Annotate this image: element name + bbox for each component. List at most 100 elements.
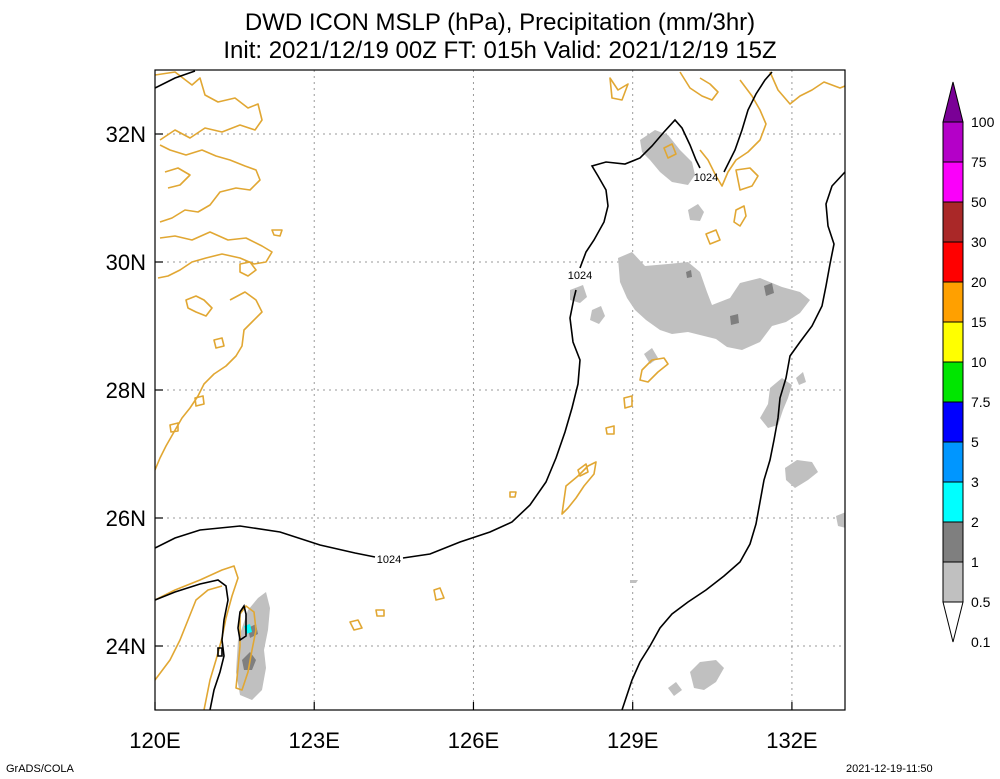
map-subtitle: Init: 2021/12/19 00Z FT: 015h Valid: 202… xyxy=(223,37,777,64)
isobar xyxy=(621,171,845,710)
coastline xyxy=(235,605,257,691)
y-tick-label: 32N xyxy=(106,122,146,147)
coastline xyxy=(155,585,223,681)
isobar xyxy=(155,70,196,89)
coastline xyxy=(699,79,767,187)
axes: 120E 123E 126E 129E 132E 24N 26N 28N 30N 32N xyxy=(106,122,818,753)
colorbar-label: 0.1 xyxy=(971,634,991,650)
coastline xyxy=(769,71,845,105)
precip-area-moderate xyxy=(686,270,692,278)
coastline xyxy=(239,261,257,277)
isobar xyxy=(237,604,247,642)
colorbar-swatch xyxy=(942,121,964,163)
isobar-1024 xyxy=(723,71,773,173)
coastline xyxy=(561,461,597,515)
coastline xyxy=(663,143,677,159)
isobar-1024 xyxy=(579,118,701,269)
isobar-label: 1024 xyxy=(694,172,718,184)
coastline xyxy=(169,422,179,433)
colorbar-swatch xyxy=(942,441,964,483)
x-tick-label: 129E xyxy=(607,728,658,753)
precip-area xyxy=(668,682,682,696)
lat-lon-grid xyxy=(155,70,845,710)
coastline xyxy=(213,337,225,349)
colorbar-label: 30 xyxy=(971,234,987,250)
coastline xyxy=(157,231,273,279)
y-tick-label: 26N xyxy=(106,506,146,531)
colorbar-label: 5 xyxy=(971,434,979,450)
precip-area-moderate xyxy=(764,283,774,296)
coastline xyxy=(155,291,263,471)
coastline xyxy=(733,205,747,227)
coastline xyxy=(155,71,263,141)
colorbar-swatch xyxy=(942,241,964,283)
x-tick-label: 132E xyxy=(766,728,817,753)
colorbar-swatch xyxy=(942,521,964,563)
coastline xyxy=(623,395,633,409)
x-tick-label: 123E xyxy=(289,728,340,753)
footer-credit: GrADS/COLA xyxy=(6,763,74,775)
y-tick-label: 30N xyxy=(106,250,146,275)
precip-area xyxy=(796,372,806,385)
coastline xyxy=(735,167,759,191)
colorbar-label: 10 xyxy=(971,354,987,370)
coastline xyxy=(509,491,517,498)
precip-area xyxy=(760,378,792,428)
isobar-1024 xyxy=(155,525,376,558)
colorbar-label: 75 xyxy=(971,154,987,170)
colorbar-swatch xyxy=(942,401,964,443)
isobar-1024 xyxy=(402,289,581,559)
colorbar-swatch xyxy=(942,561,964,603)
x-tick-label: 126E xyxy=(448,728,499,753)
isobars xyxy=(155,70,845,710)
colorbar-label: 7.5 xyxy=(971,394,991,410)
colorbar-swatch xyxy=(942,281,964,323)
colorbar-swatch xyxy=(942,321,964,363)
coastline xyxy=(639,357,669,383)
isobar-label: 1024 xyxy=(568,270,592,282)
coastline xyxy=(164,167,191,189)
colorbar-label: 15 xyxy=(971,314,987,330)
coastline xyxy=(705,229,721,245)
colorbar-swatch xyxy=(942,201,964,243)
colorbar-label: 50 xyxy=(971,194,987,210)
coastlines xyxy=(155,71,845,710)
colorbar-label: 20 xyxy=(971,274,987,290)
precip-colorbar: 100 75 50 30 20 15 10 7.5 5 3 2 1 0.5 0.1 xyxy=(942,81,995,650)
coastline xyxy=(605,425,615,435)
colorbar-top-arrow xyxy=(942,81,964,123)
colorbar-label: 2 xyxy=(971,514,979,530)
coastline xyxy=(194,395,205,407)
isobar xyxy=(155,579,229,710)
colorbar-swatch xyxy=(942,481,964,523)
coastline xyxy=(609,77,629,101)
map-title: DWD ICON MSLP (hPa), Precipitation (mm/3… xyxy=(244,9,756,36)
precip-area xyxy=(690,660,724,690)
colorbar-label: 3 xyxy=(971,474,979,490)
coastline xyxy=(159,144,261,223)
precip-area xyxy=(590,306,605,324)
isobar-label: 1024 xyxy=(377,554,401,566)
coastline xyxy=(679,71,719,101)
coastline xyxy=(349,619,363,631)
precip-area-moderate xyxy=(242,652,256,670)
precip-area xyxy=(836,512,845,528)
colorbar-label: 1 xyxy=(971,554,979,570)
footer-timestamp: 2021-12-19-11:50 xyxy=(846,763,933,775)
colorbar-label: 0.5 xyxy=(971,594,991,610)
isobar-labels: 1024 1024 1024 xyxy=(377,172,718,566)
coastline xyxy=(375,609,385,617)
coastline xyxy=(577,463,589,477)
colorbar-bottom-arrow xyxy=(942,601,964,643)
precip-area xyxy=(688,204,704,221)
x-tick-label: 120E xyxy=(129,728,180,753)
colorbar-label: 100 xyxy=(971,114,995,130)
precip-area xyxy=(785,460,818,488)
coastline xyxy=(271,229,283,237)
isobar xyxy=(217,647,223,657)
precip-area xyxy=(630,580,638,583)
colorbar-swatch xyxy=(942,161,964,203)
coastline xyxy=(433,587,445,601)
precip-area xyxy=(618,252,810,350)
